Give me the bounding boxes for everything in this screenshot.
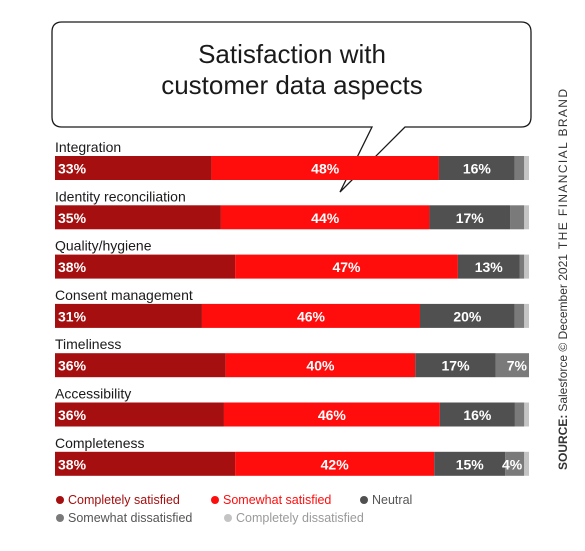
bar-segment [201, 303, 420, 328]
bar-segment [235, 254, 458, 279]
bar-segment [524, 451, 529, 476]
bar-segment [524, 303, 529, 328]
bar-segment [510, 205, 525, 230]
bar-segment [524, 402, 529, 427]
data-label: 31% [58, 308, 87, 324]
legend-swatch [360, 496, 368, 504]
data-label: 4% [502, 456, 523, 472]
bar-segment [55, 353, 226, 378]
bar-segment [55, 156, 212, 180]
bar-segment [514, 402, 525, 427]
chart-title-line: Satisfaction with [198, 39, 386, 69]
category-label: Consent management [55, 287, 193, 303]
bar-segment [524, 254, 529, 279]
data-label: 48% [311, 161, 340, 177]
bar-segment [211, 156, 439, 180]
source-note: SOURCE: Salesforce © December 2021 THE FIN… [556, 88, 570, 470]
data-label: 16% [463, 407, 492, 423]
source-label: SOURCE: [556, 415, 570, 470]
bar-segment [225, 353, 416, 378]
data-label: 46% [297, 308, 326, 324]
bar-segment [438, 156, 515, 180]
bar-segment [495, 353, 529, 378]
category-label: Timeliness [55, 336, 121, 352]
data-label: 44% [311, 210, 340, 226]
legend-swatch [56, 496, 64, 504]
data-label: 33% [58, 161, 87, 177]
brand-text: THE FINANCIAL BRAND [556, 88, 570, 250]
category-label: Completeness [55, 435, 145, 451]
category-label: Identity reconciliation [55, 188, 186, 204]
bar-segment [223, 402, 440, 427]
data-label: 7% [507, 358, 528, 374]
category-label: Quality/hygiene [55, 238, 152, 254]
data-label: 20% [453, 308, 482, 324]
data-label: 36% [58, 407, 87, 423]
bar-segment [519, 254, 525, 279]
bar-segment [419, 303, 515, 328]
bar-segment [514, 156, 525, 180]
data-label: 15% [456, 456, 485, 472]
data-label: 38% [58, 259, 87, 275]
legend-label: Neutral [372, 493, 412, 507]
bar-segment [524, 156, 529, 180]
data-label: 13% [475, 259, 504, 275]
legend-swatch [211, 496, 219, 504]
data-label: 36% [58, 358, 87, 374]
bar-segment [524, 205, 529, 230]
legend-label: Somewhat dissatisfied [68, 511, 192, 525]
legend-swatch [56, 514, 64, 522]
bar-segment [220, 205, 430, 230]
bar-segment [415, 353, 496, 378]
data-label: 16% [463, 161, 492, 177]
bar-segment [55, 254, 236, 279]
bar-segment [55, 303, 202, 328]
bar-segment [439, 402, 515, 427]
bar-segment [514, 303, 525, 328]
data-label: 42% [321, 456, 350, 472]
bars: Integration 33% 48% 16% Identity reconciliat… [55, 139, 529, 476]
bar-segment [505, 451, 525, 476]
source-text: Salesforce © December 2021 [556, 254, 570, 412]
data-label: 38% [58, 456, 87, 472]
bar-segment [457, 254, 520, 279]
source-note-text: SOURCE: Salesforce © December 2021 THE FIN… [556, 88, 570, 470]
data-label: 17% [456, 210, 485, 226]
category-label: Integration [55, 139, 121, 155]
bar-segment [429, 205, 511, 230]
bar-segment [434, 451, 506, 476]
data-label: 47% [332, 259, 361, 275]
data-label: 17% [442, 358, 471, 374]
data-label: 46% [318, 407, 347, 423]
chart-title-line: customer data aspects [161, 70, 423, 100]
legend-label: Somewhat satisfied [223, 493, 331, 507]
bar-segment [55, 451, 236, 476]
bar-segment [55, 402, 224, 427]
data-label: 35% [58, 210, 87, 226]
bar-segment [235, 451, 435, 476]
legend-swatch [224, 514, 232, 522]
legend: Completely satisfied Somewhat satisfied Ne… [56, 493, 412, 525]
legend-label: Completely dissatisfied [236, 511, 364, 525]
category-label: Accessibility [55, 386, 131, 402]
bar-segment [55, 205, 221, 230]
data-label: 40% [306, 358, 335, 374]
legend-label: Completely satisfied [68, 493, 180, 507]
